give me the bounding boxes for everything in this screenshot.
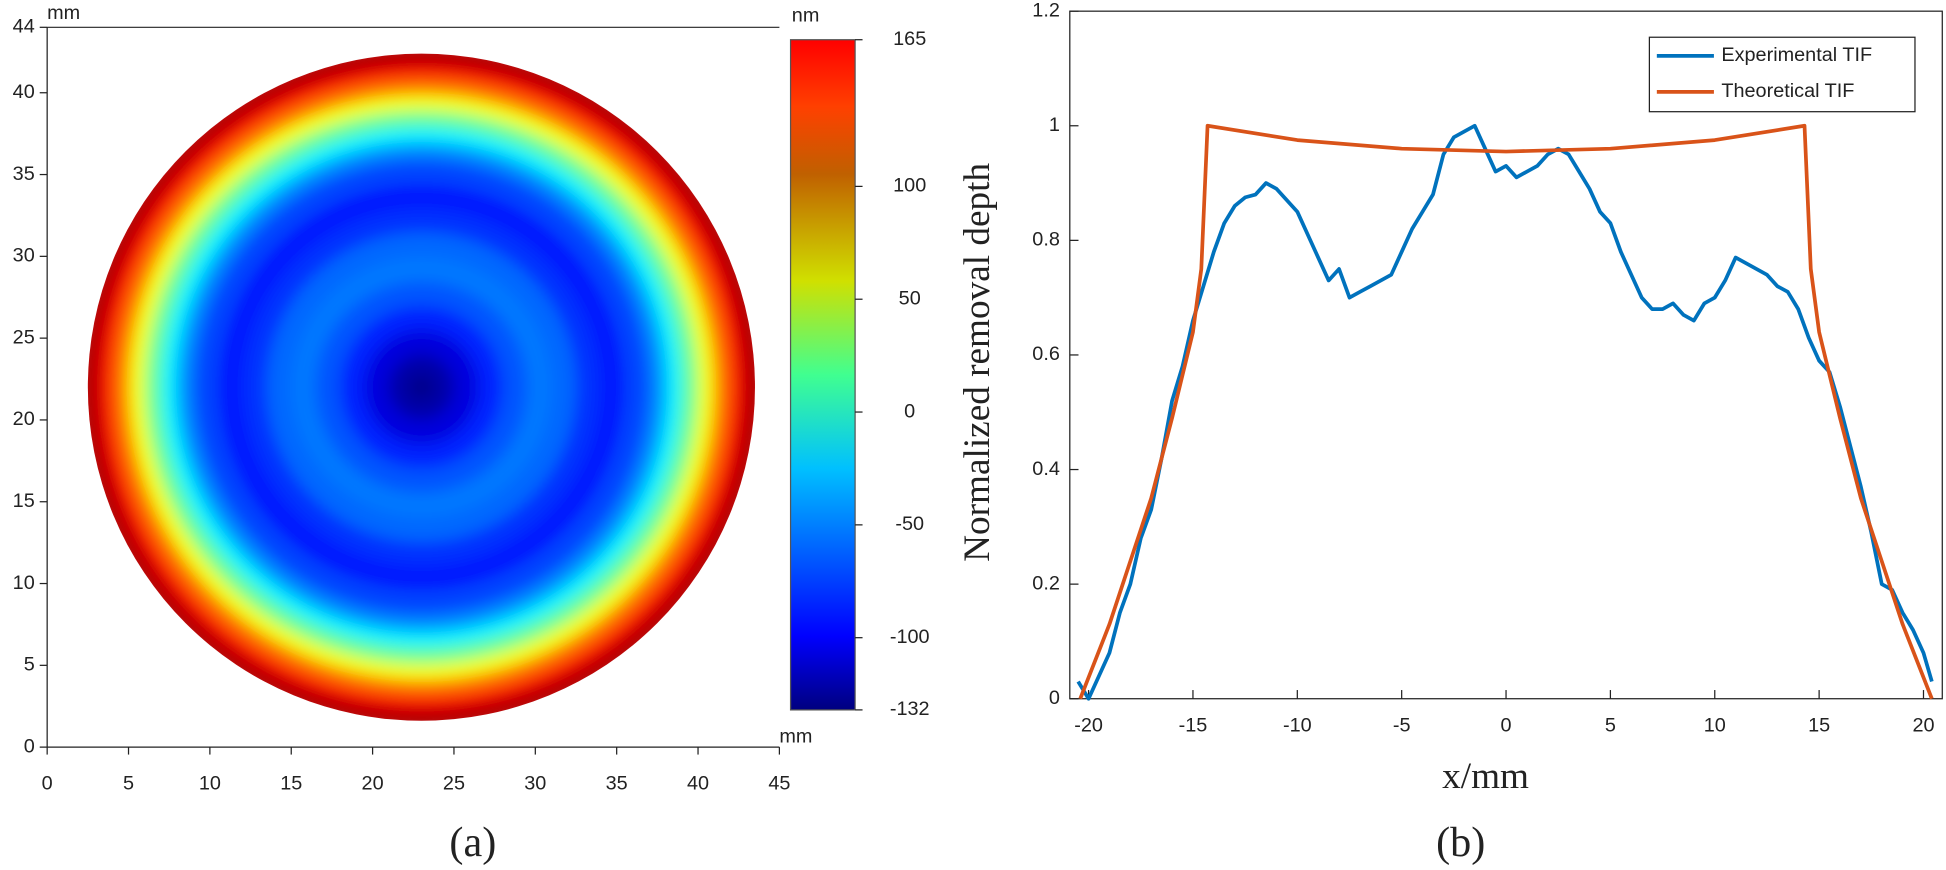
x-tick-label: 5 bbox=[1605, 714, 1616, 736]
y-tick-label: 0 bbox=[1049, 687, 1060, 709]
colorbar bbox=[789, 39, 856, 711]
colorbar-tick-label: -132 bbox=[890, 698, 930, 720]
x-tick-label: -10 bbox=[1283, 714, 1312, 736]
ring bbox=[408, 374, 435, 401]
rings bbox=[87, 53, 755, 721]
colorbar-tick-label: 100 bbox=[893, 175, 926, 197]
x-tick-label: 15 bbox=[1808, 714, 1830, 736]
x-tick-label: -15 bbox=[1179, 714, 1208, 736]
x-tick-label: 20 bbox=[362, 773, 384, 795]
legend-label: Experimental TIF bbox=[1721, 44, 1872, 66]
x-tick-label: 10 bbox=[1704, 714, 1726, 736]
y-axis-label: Normalized removal depth bbox=[957, 163, 998, 562]
caption: (b) bbox=[1436, 819, 1485, 866]
x-tick-label: -20 bbox=[1074, 714, 1103, 736]
x-tick-label: 30 bbox=[524, 773, 546, 795]
x-tick-label: 25 bbox=[443, 773, 465, 795]
y-tick-label: 30 bbox=[13, 245, 35, 267]
x-tick-label: 0 bbox=[1501, 714, 1512, 736]
y-tick-label: 0.8 bbox=[1032, 229, 1060, 251]
y-tick-label: 10 bbox=[13, 572, 35, 594]
y-tick-label: 0.4 bbox=[1032, 458, 1060, 480]
series-line bbox=[1076, 123, 1934, 701]
series-line bbox=[1078, 123, 1934, 700]
x-tick-label: 10 bbox=[199, 773, 221, 795]
colorbar-label: nm bbox=[792, 4, 820, 26]
y-axis-label: mm bbox=[47, 2, 80, 24]
y-tick-label: 0.6 bbox=[1032, 343, 1060, 365]
surface-map bbox=[87, 53, 755, 721]
x-tick-label: 20 bbox=[1912, 714, 1934, 736]
y-tick-label: 20 bbox=[13, 408, 35, 430]
legend-label: Theoretical TIF bbox=[1721, 80, 1854, 102]
plot-frame bbox=[1069, 10, 1943, 700]
x-tick-label: 5 bbox=[123, 773, 134, 795]
colorbar-tick-label: 0 bbox=[904, 400, 915, 422]
y-tick-label: 1.2 bbox=[1032, 0, 1060, 21]
colorbar-tick-label: -100 bbox=[890, 626, 930, 648]
y-tick-label: 0 bbox=[24, 735, 35, 757]
colorbar-tick-label: -50 bbox=[895, 513, 924, 535]
x-tick-label: 0 bbox=[42, 773, 53, 795]
legend-box bbox=[1648, 36, 1916, 113]
y-tick-label: 1 bbox=[1049, 114, 1060, 136]
x-tick-label: 40 bbox=[687, 773, 709, 795]
y-tick-label: 25 bbox=[13, 326, 35, 348]
x-tick-label: 35 bbox=[606, 773, 628, 795]
x-tick-label: -5 bbox=[1393, 714, 1411, 736]
x-tick-label: 15 bbox=[280, 773, 302, 795]
x-axis-label: x/mm bbox=[1442, 756, 1529, 797]
x-tick-label: 45 bbox=[768, 773, 790, 795]
y-tick-label: 40 bbox=[13, 81, 35, 103]
y-tick-label: 15 bbox=[13, 490, 35, 512]
caption: (a) bbox=[449, 819, 496, 866]
colorbar-tick-label: 165 bbox=[893, 28, 926, 50]
y-tick-label: 0.2 bbox=[1032, 572, 1060, 594]
y-tick-label: 5 bbox=[24, 654, 35, 676]
colorbar-tick-label: 50 bbox=[899, 287, 921, 309]
y-tick-label: 35 bbox=[13, 163, 35, 185]
x-axis-label: mm bbox=[779, 725, 812, 747]
y-tick-label: 44 bbox=[13, 16, 35, 38]
